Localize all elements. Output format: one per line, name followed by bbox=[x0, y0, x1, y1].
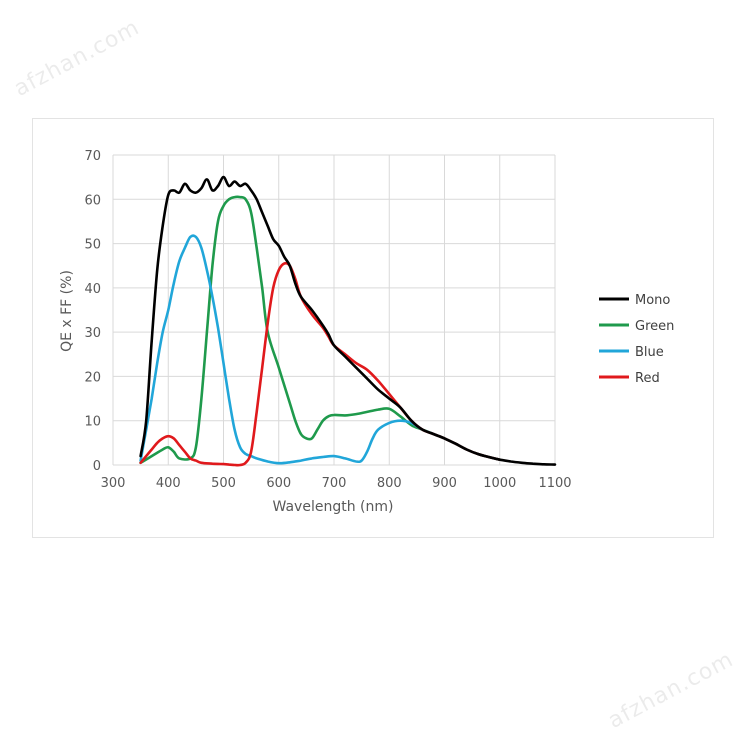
legend-label-green: Green bbox=[635, 319, 674, 334]
x-tick-label: 500 bbox=[211, 476, 236, 491]
series-line-red bbox=[139, 261, 502, 467]
y-tick-label: 30 bbox=[84, 326, 101, 341]
series-line-mono bbox=[139, 175, 557, 466]
y-tick-label: 40 bbox=[84, 282, 101, 297]
x-tick-label: 600 bbox=[266, 476, 291, 491]
y-tick-label: 20 bbox=[84, 370, 101, 385]
legend-label-blue: Blue bbox=[635, 345, 664, 360]
y-tick-label: 0 bbox=[93, 459, 101, 474]
y-tick-label: 10 bbox=[84, 415, 101, 430]
legend-label-red: Red bbox=[635, 371, 660, 386]
series-line-blue bbox=[139, 234, 502, 465]
watermark-top: afzhan.com bbox=[10, 15, 144, 102]
x-tick-label: 700 bbox=[322, 476, 347, 491]
series-line-green bbox=[139, 195, 502, 465]
legend-label-mono: Mono bbox=[635, 293, 670, 308]
y-axis-label: QE x FF (%) bbox=[59, 270, 75, 352]
y-tick-label: 70 bbox=[84, 149, 101, 164]
x-tick-label: 800 bbox=[377, 476, 402, 491]
spectral-response-chart: 300 400 500 600 700 800 900 1000 1100 0 10 20 30 40 50… bbox=[59, 149, 674, 515]
x-tick-label: 1000 bbox=[483, 476, 516, 491]
x-tick-label: 1100 bbox=[538, 476, 571, 491]
x-tick-label: 400 bbox=[156, 476, 181, 491]
grid bbox=[112, 154, 556, 466]
legend: Mono Green Blue Red bbox=[599, 293, 674, 386]
y-tick-label: 60 bbox=[84, 193, 101, 208]
chart-frame: 300 400 500 600 700 800 900 1000 1100 0 10 20 30 40 50… bbox=[32, 118, 714, 538]
axes: 300 400 500 600 700 800 900 1000 1100 0 10 20 30 40 50… bbox=[84, 149, 571, 491]
y-tick-label: 50 bbox=[84, 238, 101, 253]
x-axis-label: Wavelength (nm) bbox=[273, 499, 394, 515]
series-lines bbox=[139, 175, 557, 467]
watermark-bottom: afzhan.com bbox=[604, 647, 738, 734]
x-tick-label: 900 bbox=[432, 476, 457, 491]
x-tick-label: 300 bbox=[101, 476, 126, 491]
